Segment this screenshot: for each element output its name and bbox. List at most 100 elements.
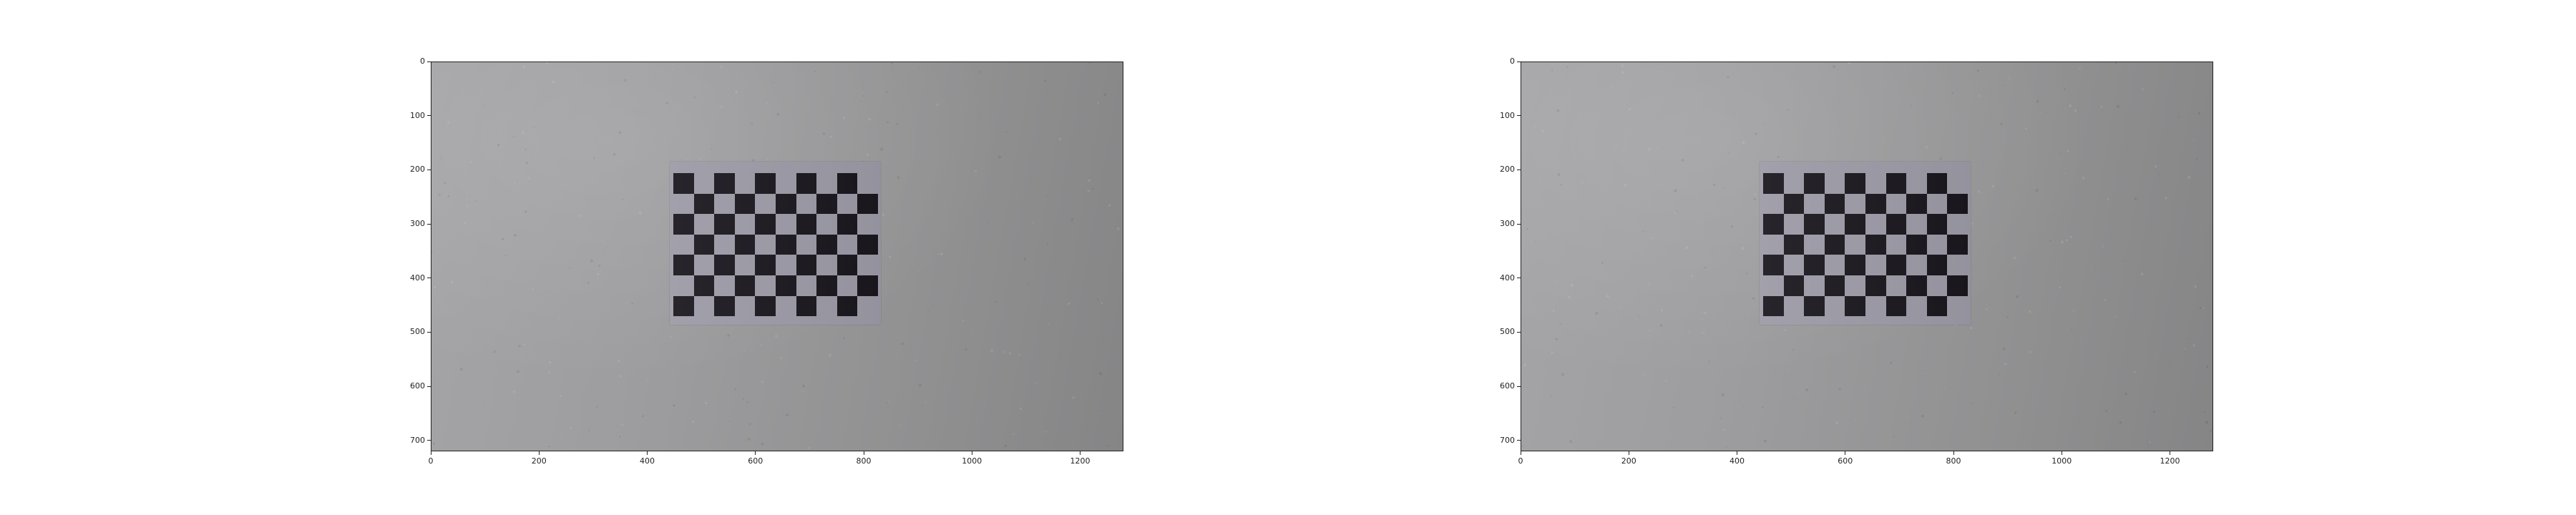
- y-tick-label: 100: [410, 110, 425, 120]
- y-tick: [1517, 223, 1521, 225]
- y-tick: [1517, 115, 1521, 117]
- checker-square: [1947, 193, 1968, 215]
- calibration-photo-right: [1521, 62, 2213, 451]
- x-tick-label: 800: [856, 456, 872, 466]
- checker-square: [776, 275, 796, 296]
- x-tick-label: 400: [1729, 456, 1745, 466]
- y-tick-label: 100: [1500, 110, 1515, 120]
- x-tick-label: 1000: [2051, 456, 2072, 466]
- y-tick: [427, 115, 431, 117]
- x-tick-label: 600: [748, 456, 763, 466]
- checker-square: [1824, 234, 1845, 255]
- checker-square: [816, 193, 837, 215]
- checker-square: [857, 275, 878, 296]
- checker-square: [1885, 295, 1907, 317]
- checker-square: [796, 214, 817, 235]
- checker-square: [1824, 275, 1845, 296]
- checker-square: [1845, 173, 1865, 194]
- checker-square: [1763, 255, 1784, 275]
- checker-square: [755, 255, 776, 275]
- y-tick: [1517, 331, 1521, 333]
- checker-square: [857, 193, 878, 215]
- y-tick-label: 700: [410, 435, 425, 445]
- y-tick: [427, 386, 431, 387]
- checkerboard-right: [1760, 162, 1971, 325]
- checker-square: [734, 275, 756, 296]
- checker-square: [714, 295, 735, 317]
- checker-square: [816, 234, 837, 255]
- checker-square: [1804, 255, 1825, 275]
- checker-square: [836, 173, 858, 194]
- checker-square: [1926, 295, 1948, 317]
- checker-square: [776, 193, 796, 215]
- calibration-photo-left: [431, 62, 1123, 451]
- checker-square: [1824, 193, 1845, 215]
- x-tick-label: 0: [1518, 456, 1523, 466]
- checkerboard-left: [670, 162, 881, 325]
- checker-square: [1804, 214, 1825, 235]
- checker-square: [755, 295, 776, 317]
- checker-square: [1845, 255, 1865, 275]
- checker-square: [1783, 234, 1805, 255]
- checker-square: [1947, 234, 1968, 255]
- x-tick-label: 1200: [1070, 456, 1091, 466]
- checker-square: [1763, 173, 1784, 194]
- y-tick-label: 400: [410, 273, 425, 283]
- checker-square: [1865, 193, 1886, 215]
- checker-square: [714, 255, 735, 275]
- checker-square: [714, 214, 735, 235]
- checker-square: [1926, 173, 1948, 194]
- checker-square: [1885, 255, 1907, 275]
- checker-square: [796, 255, 817, 275]
- y-tick-label: 400: [1500, 273, 1515, 283]
- checker-square: [693, 193, 715, 215]
- checker-square: [1906, 234, 1927, 255]
- y-tick-label: 500: [410, 327, 425, 337]
- checker-square: [1763, 295, 1784, 317]
- checker-square: [1926, 214, 1948, 235]
- checker-square: [836, 214, 858, 235]
- y-tick: [427, 223, 431, 225]
- checker-square: [816, 275, 837, 296]
- checker-square: [673, 255, 694, 275]
- x-tick-label: 200: [1621, 456, 1636, 466]
- x-tick-label: 400: [640, 456, 655, 466]
- x-tick: [1953, 451, 1954, 455]
- y-tick-label: 0: [1510, 57, 1515, 66]
- y-tick-label: 300: [1500, 219, 1515, 229]
- y-tick: [427, 331, 431, 333]
- y-tick-label: 700: [1500, 435, 1515, 445]
- wall-texture: [431, 62, 1120, 449]
- checker-square: [1906, 275, 1927, 296]
- y-tick-label: 600: [1500, 381, 1515, 391]
- checker-square: [673, 214, 694, 235]
- y-tick-label: 600: [410, 381, 425, 391]
- y-tick-label: 300: [410, 219, 425, 229]
- checker-square: [1947, 275, 1968, 296]
- x-tick: [538, 451, 540, 455]
- y-tick-label: 200: [410, 165, 425, 175]
- checker-square: [734, 193, 756, 215]
- checker-square: [673, 173, 694, 194]
- x-tick-label: 0: [428, 456, 434, 466]
- checker-square: [693, 234, 715, 255]
- checker-square: [755, 173, 776, 194]
- checker-square: [836, 255, 858, 275]
- checker-square: [1885, 214, 1907, 235]
- y-tick-label: 0: [420, 57, 425, 66]
- checker-square: [1804, 173, 1825, 194]
- checker-square: [755, 214, 776, 235]
- checker-square: [693, 275, 715, 296]
- checker-square: [734, 234, 756, 255]
- checker-square: [1885, 173, 1907, 194]
- checker-square: [836, 295, 858, 317]
- checker-square: [1865, 275, 1886, 296]
- y-tick-label: 200: [1500, 165, 1515, 175]
- x-tick: [647, 451, 648, 455]
- y-tick: [1517, 386, 1521, 387]
- x-tick-label: 800: [1946, 456, 1961, 466]
- checker-square: [1845, 214, 1865, 235]
- checker-square: [1763, 214, 1784, 235]
- checker-square: [796, 295, 817, 317]
- y-tick: [1517, 440, 1521, 441]
